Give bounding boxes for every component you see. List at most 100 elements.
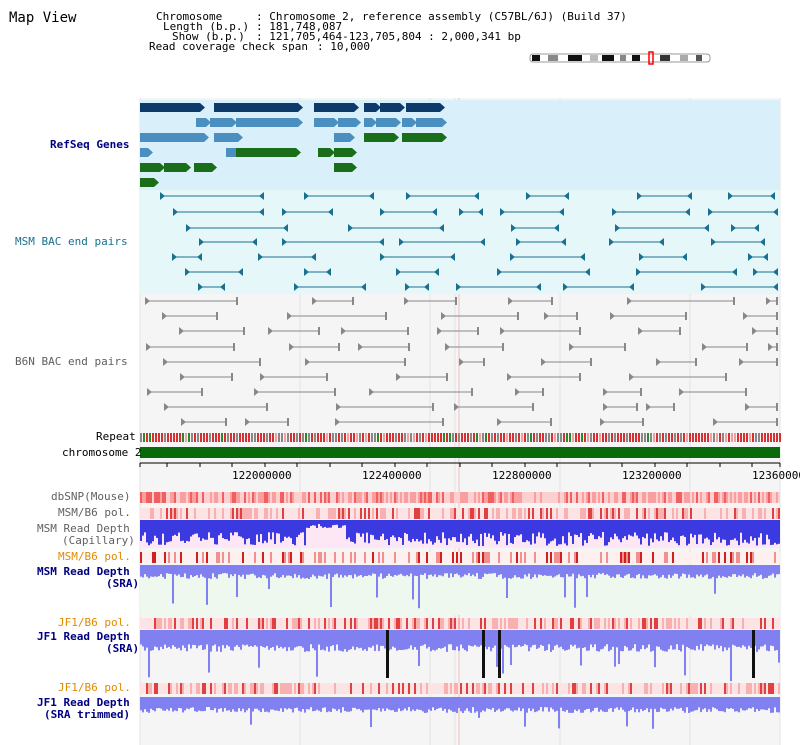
heat-cell (670, 552, 672, 563)
heat-cell (182, 552, 184, 563)
heat-cell (500, 508, 502, 519)
depth-bar (294, 697, 296, 709)
heat-cell (330, 508, 332, 519)
depth-bar (552, 630, 554, 650)
depth-bar (502, 565, 504, 579)
depth-bar (588, 565, 590, 575)
heat-cell (580, 492, 582, 503)
track-label-jf1-b6-pol-2[interactable]: JF1/B6 pol. (58, 681, 131, 694)
heat-cell (426, 683, 428, 694)
depth-bar (232, 520, 234, 536)
heat-cell (354, 492, 356, 503)
repeat-mark (617, 433, 619, 442)
depth-bar (576, 565, 578, 579)
heat-cell (660, 552, 662, 563)
heat-cell (426, 492, 428, 503)
depth-bar (628, 520, 630, 535)
repeat-mark (398, 433, 400, 442)
depth-bar (762, 630, 764, 647)
heat-cell (346, 508, 348, 519)
depth-bar (320, 565, 322, 577)
heat-cell (694, 618, 696, 629)
track-label-msm-bac[interactable]: MSM BAC end pairs (15, 235, 128, 248)
depth-bar (338, 697, 340, 710)
depth-bar (296, 630, 298, 647)
bac-end-marker (679, 327, 681, 335)
heat-cell (736, 683, 738, 694)
heat-cell (354, 508, 356, 519)
heat-cell (346, 618, 348, 629)
heat-cell (238, 683, 240, 694)
depth-bar (644, 565, 646, 579)
heat-cell (318, 683, 320, 694)
heat-cell (440, 683, 442, 694)
heat-cell (336, 683, 338, 694)
track-label-msm-depth-cap[interactable]: MSM Read Depth (37, 522, 130, 535)
heat-cell (770, 492, 772, 503)
depth-bar (372, 520, 374, 536)
track-label-jf1-depth-trim[interactable]: JF1 Read Depth (37, 696, 130, 709)
heat-cell (334, 508, 336, 519)
depth-bar (608, 630, 610, 652)
depth-bar (552, 565, 554, 578)
track-label-jf1-depth[interactable]: JF1 Read Depth (37, 630, 130, 643)
heat-cell (640, 508, 642, 519)
track-label-dbsnp[interactable]: dbSNP(Mouse) (51, 490, 131, 503)
heat-cell (760, 508, 762, 519)
track-label-refseq[interactable]: RefSeq Genes (50, 138, 130, 151)
heat-cell (624, 552, 626, 563)
gene-feature (314, 103, 354, 112)
heat-cell (434, 683, 436, 694)
heat-cell (180, 552, 182, 563)
depth-bar (322, 630, 324, 650)
heat-cell (500, 492, 502, 503)
track-label-chromosome[interactable]: chromosome 2 (62, 446, 142, 459)
depth-bar (288, 697, 290, 709)
track-label-jf1-b6-pol[interactable]: JF1/B6 pol. (58, 616, 131, 629)
heat-cell (192, 492, 194, 503)
depth-bar (486, 565, 488, 575)
depth-bar (218, 630, 220, 647)
depth-bar (456, 630, 458, 647)
heat-cell (674, 618, 676, 629)
heat-cell (688, 508, 690, 519)
heat-cell (254, 683, 256, 694)
heat-cell (484, 618, 486, 629)
depth-bar (252, 565, 254, 574)
heat-cell (744, 492, 746, 503)
depth-bar (276, 697, 278, 711)
track-label-msm-depth-sra[interactable]: MSM Read Depth (37, 565, 130, 578)
depth-bar (770, 565, 772, 576)
depth-bar (522, 697, 524, 709)
bac-end-marker (542, 388, 544, 396)
heat-cell (426, 552, 428, 563)
depth-bar (656, 697, 658, 712)
heat-cell (466, 683, 468, 694)
heat-cell (422, 492, 424, 503)
bac-end-marker (579, 327, 581, 335)
heat-cell (634, 552, 636, 563)
heat-cell (620, 492, 622, 503)
track-label-repeat[interactable]: Repeat (96, 430, 136, 443)
heat-cell (414, 683, 416, 694)
heat-cell (692, 508, 694, 519)
heat-cell (602, 508, 604, 519)
heat-cell (216, 618, 218, 629)
heat-cell (196, 683, 198, 694)
depth-bar (358, 520, 360, 534)
depth-bar (416, 520, 418, 540)
repeat-mark (701, 433, 703, 442)
track-label-msm-b6-pol[interactable]: MSM/B6 pol. (58, 506, 131, 519)
bac-end-marker (656, 358, 661, 366)
heat-cell (446, 492, 448, 503)
depth-bar (474, 697, 476, 713)
heat-cell (216, 683, 218, 694)
heat-cell (558, 683, 560, 694)
heat-cell (738, 492, 740, 503)
depth-bar (458, 697, 460, 708)
heat-cell (526, 683, 528, 694)
depth-bar (464, 697, 466, 711)
track-label-b6n-bac[interactable]: B6N BAC end pairs (15, 355, 128, 368)
track-label-msm-b6-pol-2[interactable]: MSM/B6 pol. (58, 550, 131, 563)
